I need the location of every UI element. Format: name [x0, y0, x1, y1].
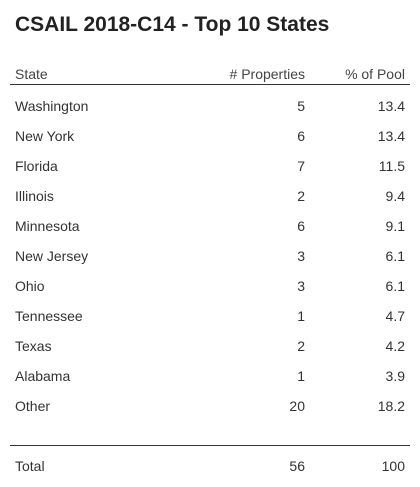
table-title: CSAIL 2018-C14 - Top 10 States	[15, 13, 330, 36]
cell-properties: 20	[289, 398, 305, 414]
table-row: Tennessee 1 4.7	[0, 306, 420, 336]
cell-properties: 2	[297, 188, 305, 204]
cell-state: Tennessee	[15, 308, 83, 324]
cell-pct-of-pool: 13.4	[377, 128, 405, 144]
cell-state: Illinois	[15, 188, 54, 204]
cell-state: Washington	[15, 98, 89, 114]
cell-state: Florida	[15, 158, 58, 174]
cell-pct-of-pool: 6.1	[385, 248, 405, 264]
cell-state: Texas	[15, 338, 52, 354]
cell-state: Alabama	[15, 368, 71, 384]
total-properties: 56	[289, 458, 305, 474]
cell-properties: 3	[297, 248, 305, 264]
cell-pct-of-pool: 4.7	[385, 308, 405, 324]
cell-pct-of-pool: 18.2	[377, 398, 405, 414]
cell-pct-of-pool: 13.4	[377, 98, 405, 114]
cell-properties: 3	[297, 278, 305, 294]
cell-properties: 2	[297, 338, 305, 354]
table-row: Minnesota 6 9.1	[0, 216, 420, 246]
table-row: Washington 5 13.4	[0, 96, 420, 126]
total-row: Total 56 100	[0, 458, 420, 478]
cell-pct-of-pool: 9.1	[385, 218, 405, 234]
cell-properties: 1	[297, 368, 305, 384]
table-row: Ohio 3 6.1	[0, 276, 420, 306]
cell-state: New Jersey	[15, 248, 89, 264]
header-divider	[10, 84, 410, 85]
cell-state: Minnesota	[15, 218, 80, 234]
cell-state: Other	[15, 398, 51, 414]
cell-state: New York	[15, 128, 75, 144]
table-row: Illinois 2 9.4	[0, 186, 420, 216]
total-divider	[10, 445, 410, 446]
cell-properties: 1	[297, 308, 305, 324]
cell-pct-of-pool: 9.4	[385, 188, 405, 204]
table-row: New York 6 13.4	[0, 126, 420, 156]
cell-state: Ohio	[15, 278, 45, 294]
cell-properties: 7	[297, 158, 305, 174]
cell-pct-of-pool: 11.5	[378, 158, 405, 174]
cell-pct-of-pool: 4.2	[385, 338, 405, 354]
table-body: Washington 5 13.4 New York 6 13.4 Florida 7 11.5…	[0, 96, 420, 426]
table-row: Florida 7 11.5	[0, 156, 420, 186]
cell-properties: 6	[297, 128, 305, 144]
cell-pct-of-pool: 3.9	[385, 368, 405, 384]
table-row: New Jersey 3 6.1	[0, 246, 420, 276]
table-row: Other 20 18.2	[0, 396, 420, 426]
header-properties: # Properties	[229, 66, 305, 82]
header-pct-of-pool: % of Pool	[345, 66, 405, 82]
cell-properties: 6	[297, 218, 305, 234]
total-pct: 100	[381, 458, 405, 474]
header-state: State	[15, 66, 48, 82]
cell-properties: 5	[297, 98, 305, 114]
total-label: Total	[15, 458, 45, 474]
table-row: Texas 2 4.2	[0, 336, 420, 366]
cell-pct-of-pool: 6.1	[385, 278, 405, 294]
table-header: State # Properties % of Pool	[0, 66, 420, 86]
table-row: Alabama 1 3.9	[0, 366, 420, 396]
